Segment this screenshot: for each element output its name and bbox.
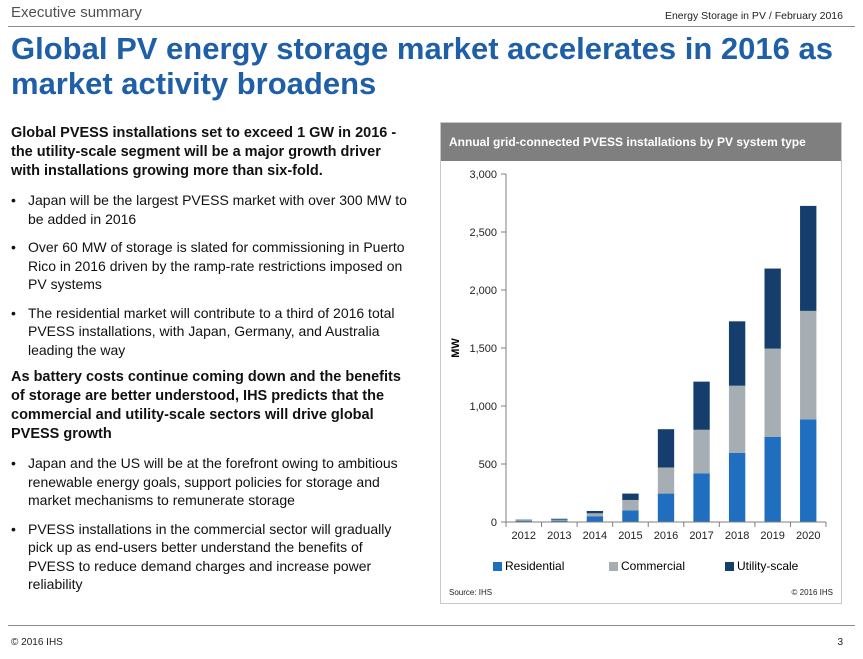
x-tick-label: 2018	[725, 530, 749, 542]
y-axis-label: MW	[450, 338, 462, 358]
bar-commercial-2012	[515, 520, 532, 521]
x-tick-label: 2016	[654, 530, 678, 542]
y-tick-label: 500	[479, 459, 497, 471]
bullet-marker: •	[11, 239, 16, 255]
bullet-marker: •	[11, 520, 16, 537]
x-tick-label: 2015	[618, 530, 642, 542]
bar-residential-2015	[622, 510, 639, 522]
y-tick-label: 2,500	[469, 227, 497, 239]
x-tick-label: 2019	[760, 530, 784, 542]
y-tick-label: 1,500	[469, 343, 497, 355]
bullet-marker: •	[11, 455, 16, 471]
x-tick-label: 2020	[796, 530, 820, 542]
bar-commercial-2018	[728, 385, 746, 453]
legend-item: Commercial	[609, 559, 685, 573]
lead-paragraph-1: Global PVESS installations set to exceed…	[11, 125, 397, 179]
x-axis: 2012 2013 2014 2015 2016 2017 2018 2019 2020	[505, 521, 827, 542]
chart-legend: Residential Commercial Utility-scale	[441, 559, 841, 575]
top-divider	[8, 26, 855, 27]
legend-label: Residential	[505, 559, 565, 573]
bar-residential-2014	[586, 516, 604, 522]
bar-utility-scale-2016	[657, 429, 675, 468]
bullet-text: Over 60 MW of storage is slated for comm…	[28, 239, 405, 292]
footer-copyright: © 2016 IHS	[11, 637, 63, 648]
section-label: Executive summary	[11, 4, 142, 21]
page-number: 3	[837, 637, 843, 648]
bar-residential-2020	[800, 419, 817, 522]
bar-commercial-2019	[764, 348, 781, 437]
bottom-divider	[8, 625, 855, 626]
bar-utility-scale-2017	[693, 381, 710, 430]
chart-source: Source: IHS	[449, 588, 493, 597]
bullet-text: Japan will be the largest PVESS market w…	[28, 192, 407, 227]
legend-label: Commercial	[621, 559, 686, 573]
list-item: • Over 60 MW of storage is slated for com…	[11, 238, 411, 294]
document-title: Energy Storage in PV / February 2016	[664, 10, 843, 22]
y-tick-label: 0	[491, 517, 497, 529]
bar-residential-2013	[551, 520, 568, 522]
bar-commercial-2020	[800, 310, 817, 420]
bar-utility-scale-2012	[515, 519, 532, 521]
legend-item: Residential	[493, 559, 564, 573]
bar-utility-scale-2020	[800, 205, 817, 311]
bar-commercial-2013	[551, 519, 568, 521]
bars	[515, 205, 817, 522]
bullet-text: Japan and the US will be at the forefron…	[28, 455, 398, 508]
legend-swatch	[609, 561, 618, 571]
chart-title: Annual grid-connected PVESS installation…	[449, 135, 806, 149]
bar-commercial-2014	[586, 513, 604, 517]
list-item: • The residential market will contribute …	[11, 304, 411, 360]
x-tick-label: 2014	[583, 530, 607, 542]
bullet-marker: •	[11, 304, 16, 321]
bar-commercial-2015	[622, 499, 639, 511]
bullet-text: The residential market will contribute t…	[28, 304, 395, 358]
bullet-text: PVESS installations in the commercial se…	[28, 520, 392, 593]
bar-commercial-2017	[693, 429, 710, 474]
legend-item: Utility-scale	[725, 559, 798, 573]
x-tick-label: 2013	[547, 530, 571, 542]
list-item: • Japan will be the largest PVESS market …	[11, 191, 411, 228]
list-item: • PVESS installations in the commercial s…	[11, 520, 411, 594]
bullet-list-1: • Japan will be the largest PVESS market …	[11, 191, 411, 359]
list-item: • Japan and the US will be at the forefro…	[11, 454, 411, 510]
bar-residential-2017	[693, 473, 710, 522]
bar-residential-2018	[728, 452, 746, 522]
x-tick-label: 2017	[689, 530, 713, 542]
bar-utility-scale-2018	[728, 321, 746, 386]
lead-paragraph-2: As battery costs continue coming down an…	[11, 369, 401, 442]
bar-utility-scale-2013	[551, 518, 568, 520]
chart-copyright: © 2016 IHS	[791, 588, 833, 597]
bar-residential-2019	[764, 436, 781, 522]
y-tick-label: 2,000	[469, 285, 497, 297]
x-tick-label: 2012	[512, 530, 536, 542]
slide-headline: Global PV energy storage market accelera…	[11, 31, 833, 101]
legend-swatch	[725, 561, 734, 571]
bullet-list-2: • Japan and the US will be at the forefro…	[11, 454, 411, 594]
bar-residential-2016	[657, 493, 675, 522]
bar-commercial-2016	[657, 467, 675, 494]
legend-swatch	[493, 561, 502, 571]
y-tick-label: 3,000	[469, 169, 497, 181]
chart-panel: Annual grid-connected PVESS installation…	[440, 122, 842, 604]
summary-text-column: Global PVESS installations set to exceed…	[11, 124, 411, 603]
legend-label: Utility-scale	[737, 559, 799, 573]
bullet-marker: •	[11, 192, 16, 208]
y-axis: 0 500 1,000 1,500 2,000 2,500 3,000	[469, 169, 507, 529]
bar-utility-scale-2015	[622, 493, 639, 500]
bar-residential-2012	[515, 520, 532, 522]
bar-utility-scale-2019	[764, 268, 781, 349]
y-tick-label: 1,000	[469, 401, 497, 413]
chart-header-bar: Annual grid-connected PVESS installation…	[441, 123, 841, 161]
bar-utility-scale-2014	[586, 510, 604, 514]
